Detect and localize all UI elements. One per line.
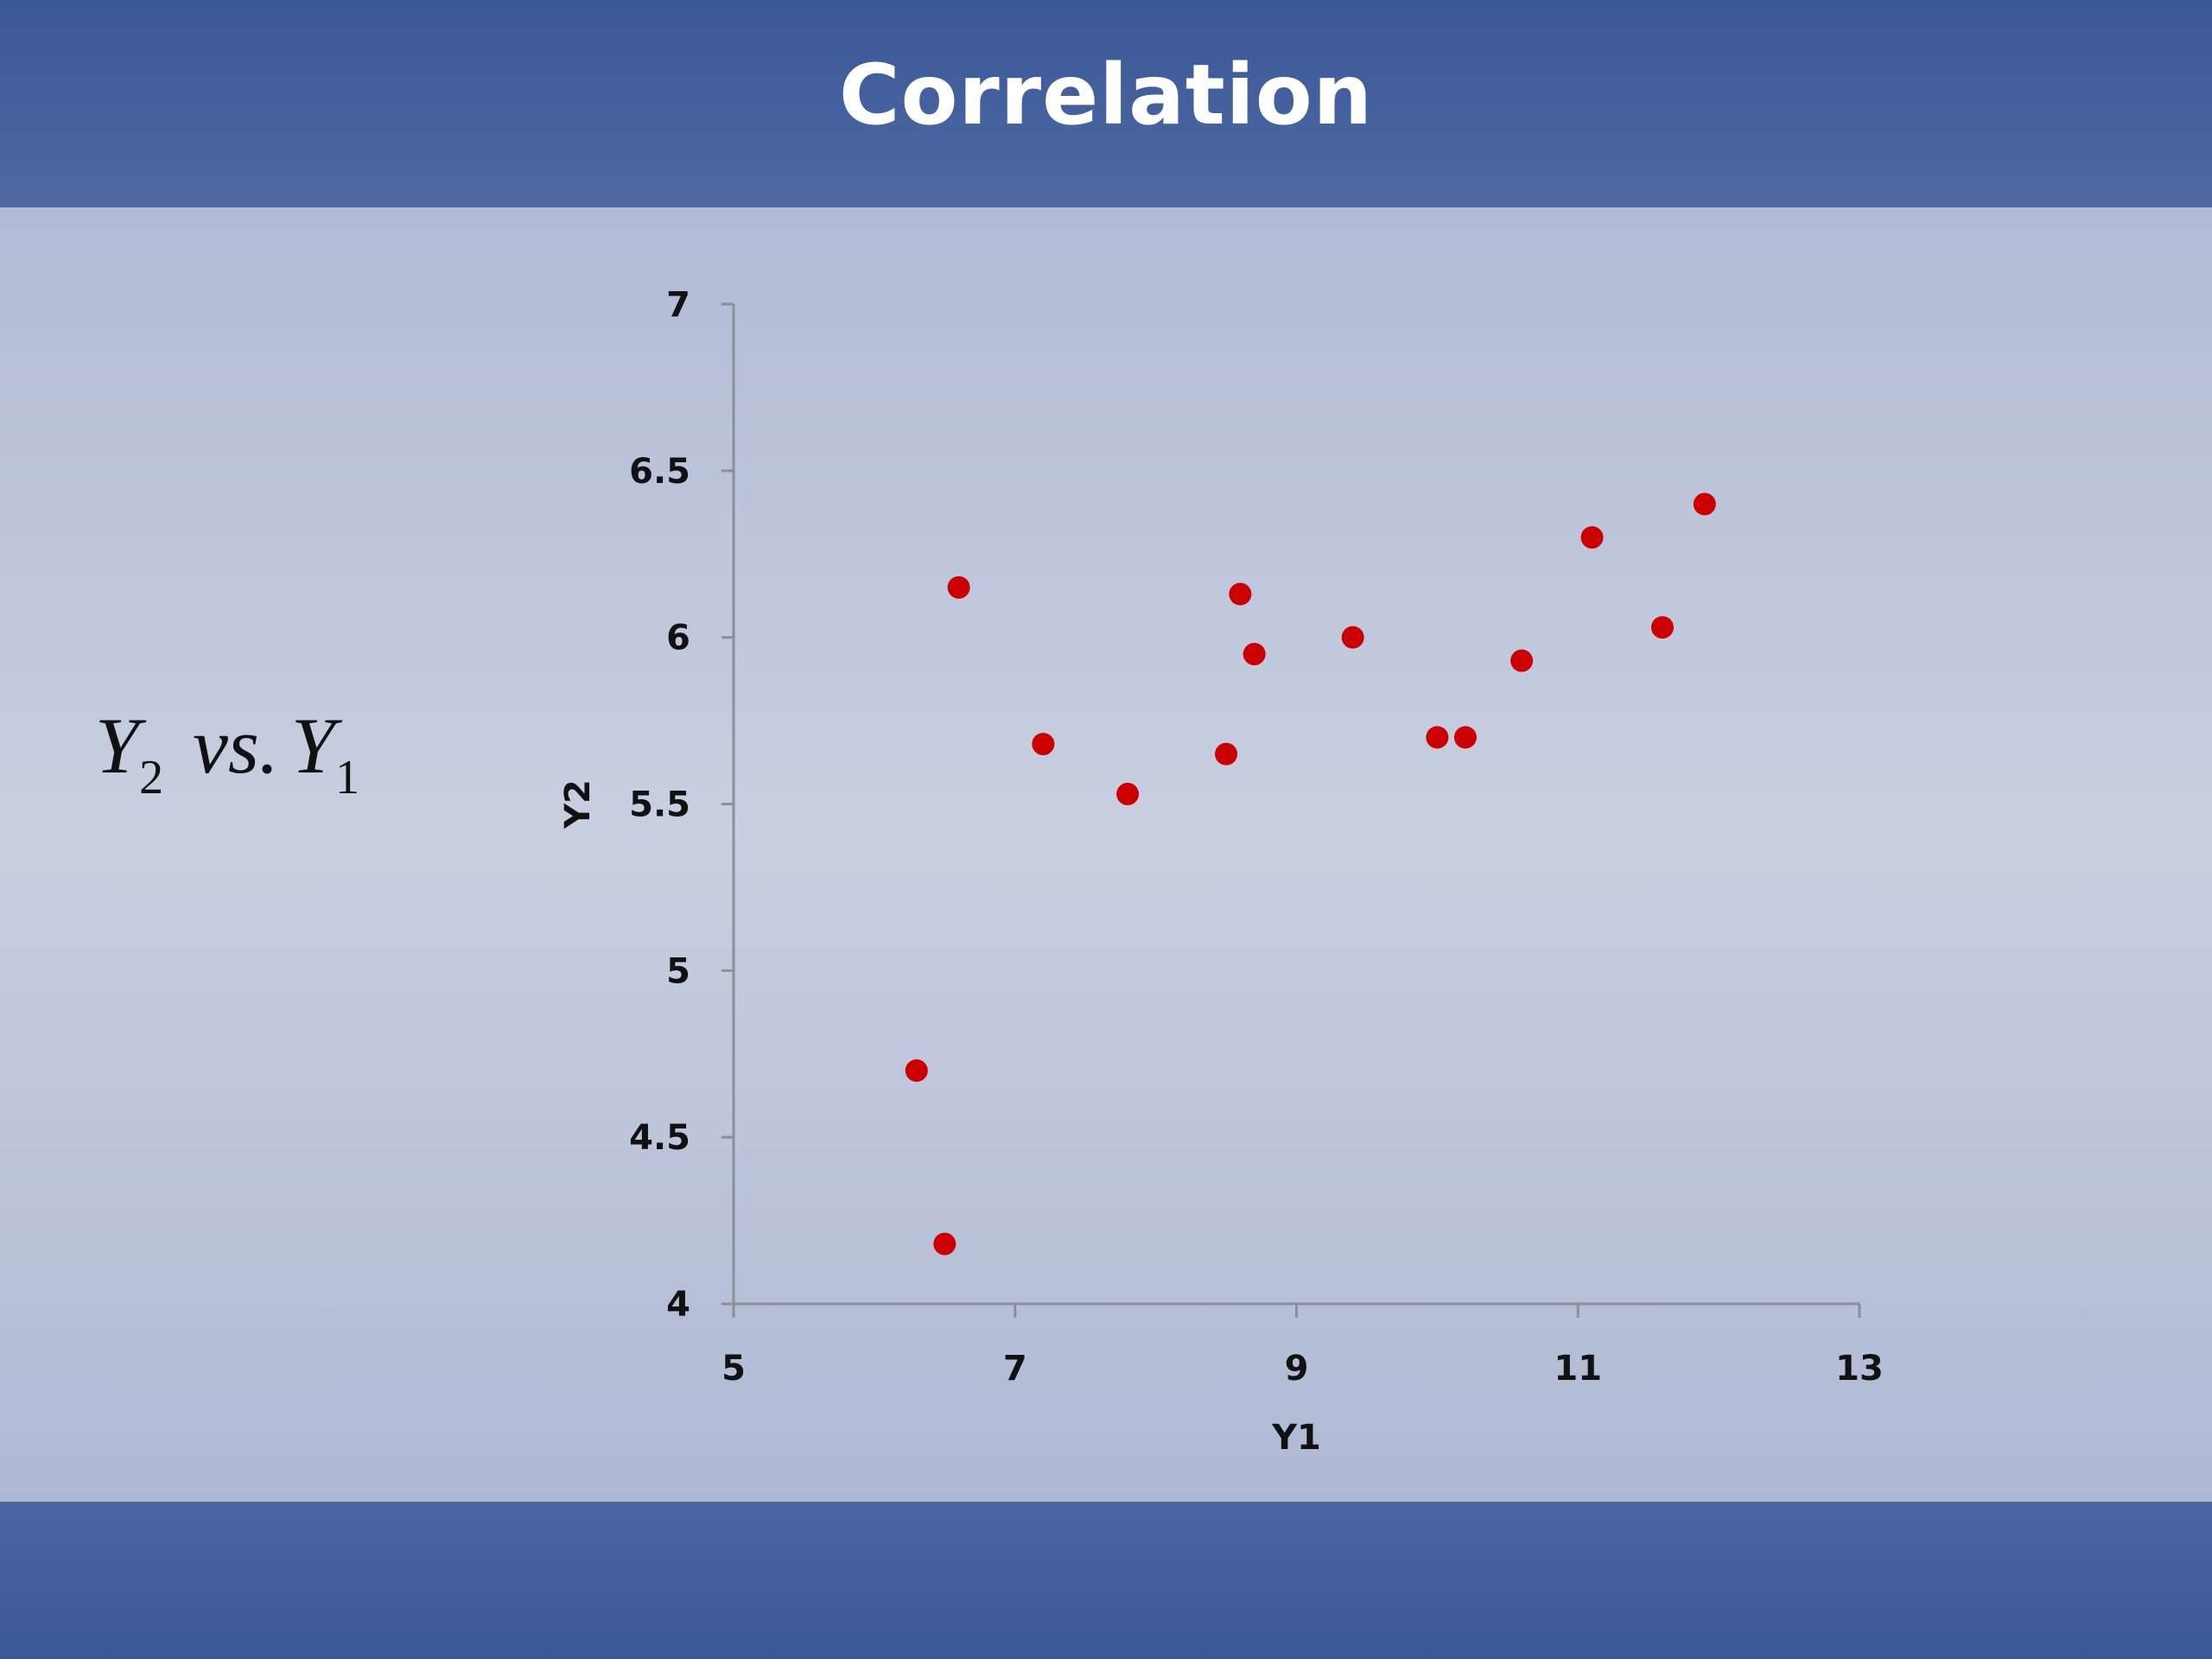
data-point xyxy=(933,1232,957,1255)
formula-y2-letter: Y xyxy=(95,702,140,790)
y-axis-title: Y2 xyxy=(558,779,598,830)
y-tick-label: 6.5 xyxy=(629,452,690,492)
x-tick-label: 9 xyxy=(1285,1349,1309,1389)
chart-axes: 4 4.5 5 5.5 6 6.5 7 5 7 9 11 13 xyxy=(629,285,1884,1389)
header-bar xyxy=(0,0,2212,207)
x-axis-title: Y1 xyxy=(1271,1418,1321,1458)
data-point xyxy=(905,1059,928,1083)
data-point xyxy=(1229,582,1252,606)
y-tick-label: 7 xyxy=(666,285,690,325)
data-point xyxy=(947,575,970,599)
x-tick-label: 7 xyxy=(1003,1349,1027,1389)
data-point xyxy=(1580,525,1604,549)
formula-vs: vs. xyxy=(193,702,279,790)
y-tick-label: 5.5 xyxy=(629,785,690,825)
slide-title: Correlation xyxy=(839,47,1373,143)
x-tick-label: 11 xyxy=(1554,1349,1602,1389)
x-tick-label: 5 xyxy=(721,1349,746,1389)
data-point xyxy=(1215,742,1238,766)
formula-y2-vs-y1: Y2 vs. Y1 xyxy=(95,700,359,804)
y-tick-label: 6 xyxy=(666,619,690,658)
formula-y2-subscript: 2 xyxy=(139,751,164,804)
chart-points xyxy=(905,493,1716,1255)
footer-bar xyxy=(0,1502,2212,1659)
y-tick-label: 5 xyxy=(666,951,690,991)
data-point xyxy=(1693,493,1716,516)
data-point xyxy=(1650,616,1674,639)
data-point xyxy=(1510,649,1534,672)
y-tick-label: 4.5 xyxy=(629,1118,690,1158)
formula-y1-subscript: 1 xyxy=(334,751,359,804)
data-point xyxy=(1243,642,1266,665)
data-point xyxy=(1032,733,1055,756)
x-tick-label: 13 xyxy=(1835,1349,1884,1389)
data-point xyxy=(1426,726,1449,749)
data-point xyxy=(1453,726,1477,749)
y-tick-label: 4 xyxy=(666,1285,690,1325)
formula-y1-letter: Y xyxy=(290,702,335,790)
data-point xyxy=(1341,626,1364,649)
data-point xyxy=(1116,782,1140,805)
